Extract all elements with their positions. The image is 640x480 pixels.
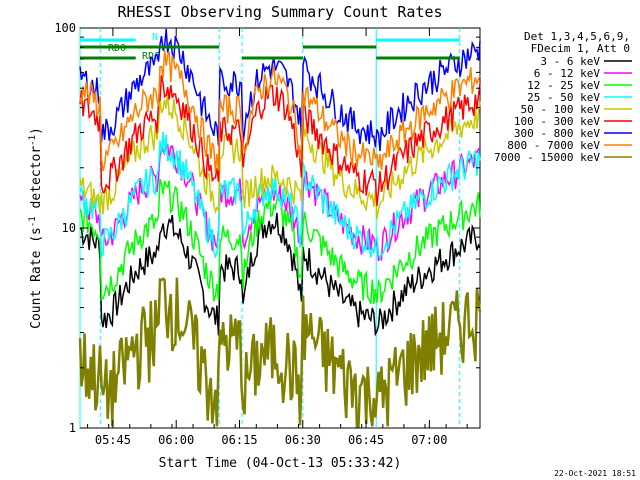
legend-label: 50 - 100 keV [521,103,601,116]
y-axis-label: Count Rate (s-1 detector-1) [28,127,44,329]
x-tick-label: 05:45 [95,433,131,447]
legend-label: 7000 - 15000 keV [494,151,600,164]
legend-header-line-2: FDecim 1, Att 0 [531,42,630,55]
legend-label: 3 - 6 keV [540,55,600,68]
axis-ticks-layer: 1 10 100 05:45 06:00 06:15 06:30 06:45 07:00 [54,21,480,447]
x-tick-label: 06:45 [348,433,384,447]
y-tick-label: 1 [69,421,76,435]
annotation-bars-layer [80,38,460,60]
x-tick-label: 06:30 [285,433,321,447]
x-tick-label: 06:00 [158,433,194,447]
series-line-7000-15000-kev [78,277,482,428]
series-layer [78,28,482,428]
series-line-100-300-kev [79,75,481,206]
legend-label: 25 - 50 keV [527,91,600,104]
series-line-800-7000-kev [79,49,481,173]
legend-label: 100 - 300 keV [514,115,600,128]
legend-label: 800 - 7000 keV [507,139,600,152]
series-line-50-100-kev [79,91,481,219]
series-line-25-50-kev [79,131,481,261]
x-tick-label: 06:15 [221,433,257,447]
series-line-3-6-kev [79,212,481,337]
legend-header-line-1: Det 1,3,4,5,6,9, [524,30,630,43]
y-tick-label: 10 [62,221,76,235]
legend-label: 6 - 12 keV [534,67,601,80]
timestamp: 22-Oct-2021 18:51 [554,469,636,478]
legend-label: 300 - 800 keV [514,127,600,140]
legend-label: 12 - 25 keV [527,79,600,92]
x-tick-label: 07:00 [411,433,447,447]
series-line-300-800-kev [79,28,481,152]
y-tick-label: 100 [54,21,76,35]
x-axis-label: Start Time (04-Oct-13 05:33:42) [159,456,402,471]
chart-title: RHESSI Observing Summary Count Rates [117,3,442,21]
n-label: N [152,32,158,43]
